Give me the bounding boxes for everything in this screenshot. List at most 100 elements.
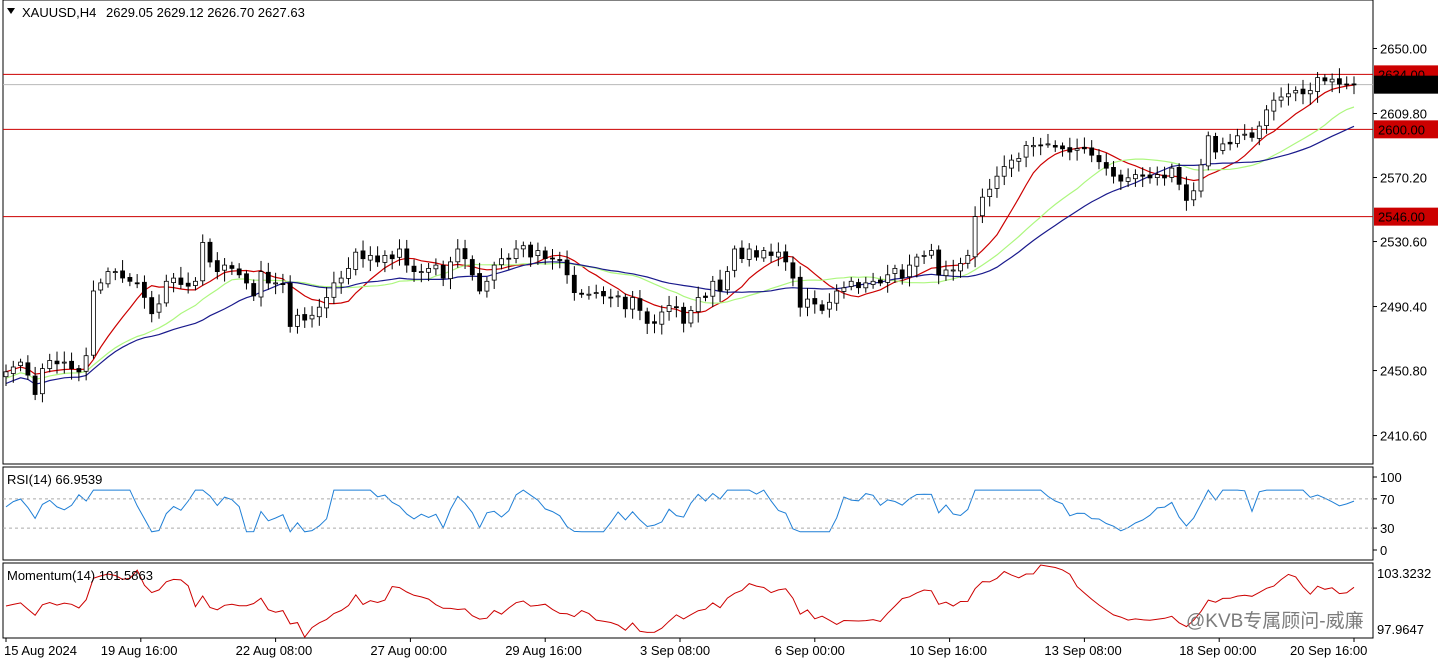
candle-body — [1264, 109, 1269, 127]
main-price-panel[interactable] — [2, 0, 1374, 465]
candle-body — [302, 314, 308, 321]
candle-body — [134, 282, 140, 285]
candle-body — [83, 355, 89, 372]
level-price-tag — [1374, 207, 1438, 226]
candle-body — [32, 375, 38, 395]
candle-body — [462, 248, 468, 260]
candle-body — [579, 292, 584, 295]
time-tick-label: 18 Sep 00:00 — [1179, 643, 1256, 658]
candle-body — [499, 258, 504, 266]
candle-body — [557, 259, 563, 261]
candle-body — [870, 280, 876, 285]
momentum-series-path — [5, 564, 1355, 639]
price-tick-label: 2530.60 — [1380, 235, 1427, 250]
candle-body — [273, 282, 279, 285]
candle-body — [1337, 78, 1342, 85]
candle-body — [367, 254, 373, 261]
rsi-series-path — [5, 489, 1355, 533]
level-price-tag-label: 2627.63 — [1378, 78, 1425, 93]
candle-body — [1307, 90, 1313, 95]
candle-body — [25, 362, 31, 376]
candle-body — [1278, 96, 1284, 101]
candle-body — [192, 280, 198, 286]
candle-body — [506, 257, 512, 260]
candle-body — [1038, 144, 1044, 147]
level-price-tag-label: 2600.00 — [1378, 122, 1425, 137]
candle-body — [520, 245, 526, 250]
candle-body — [703, 295, 708, 298]
time-tick-label: 13 Sep 08:00 — [1044, 643, 1121, 658]
candle-body — [346, 267, 351, 279]
time-tick-label: 15 Aug 2024 — [4, 643, 77, 658]
candle-body — [754, 250, 759, 258]
candle-body — [1089, 147, 1095, 156]
candle-body — [571, 274, 577, 293]
candle-body — [404, 248, 410, 266]
candle-body — [382, 254, 388, 263]
candle-body — [54, 360, 60, 365]
time-tick-label: 10 Sep 16:00 — [910, 643, 987, 658]
candle-body — [236, 268, 242, 276]
candle-body — [149, 297, 155, 315]
candle-body — [1213, 135, 1218, 153]
level-price-tag — [1374, 120, 1438, 139]
candle-body — [644, 311, 650, 324]
candle-body — [885, 274, 891, 283]
candle-body — [615, 295, 621, 298]
candle-body — [120, 270, 125, 279]
candle-body — [528, 244, 533, 258]
candle-body — [863, 282, 869, 289]
candle-body — [907, 264, 912, 278]
candle-body — [1147, 174, 1153, 179]
candle-body — [943, 269, 949, 276]
candle-body — [586, 293, 592, 296]
rsi-panel[interactable] — [2, 466, 1374, 561]
time-tick-label: 20 Sep 16:00 — [1290, 643, 1367, 658]
candle-body — [674, 306, 679, 309]
candle-body — [1344, 83, 1350, 86]
candle-body — [856, 282, 861, 289]
candle-body — [834, 290, 840, 304]
rsi-tick-label: 30 — [1380, 521, 1394, 536]
candle-body — [222, 264, 228, 271]
momentum-panel[interactable] — [2, 562, 1374, 639]
candle-body — [214, 260, 220, 273]
candle-body — [1176, 166, 1182, 185]
candle-body — [892, 267, 898, 274]
candle-body — [455, 248, 461, 263]
candle-body — [776, 251, 781, 258]
candle-body — [666, 305, 672, 313]
candle-body — [1162, 174, 1167, 179]
candle-body — [1016, 157, 1022, 162]
candle-body — [280, 283, 286, 286]
candle-body — [790, 262, 796, 279]
candle-body — [251, 283, 257, 297]
candle-body — [426, 267, 432, 273]
candle-body — [1235, 135, 1240, 144]
price-axis: 2650.00 2609.80 2570.20 2530.60 2490.40 2450.… — [1373, 42, 1427, 444]
candle-body — [105, 271, 111, 285]
rsi-tick-label: 100 — [1380, 470, 1402, 485]
candle-body — [987, 188, 993, 197]
candle-body — [331, 282, 337, 298]
candle-body — [287, 282, 293, 327]
price-tick-label: 2609.80 — [1380, 106, 1427, 121]
candle-body — [950, 269, 956, 272]
candle-body — [980, 196, 985, 217]
candle-body — [185, 282, 191, 287]
collapse-triangle-icon[interactable] — [7, 8, 15, 14]
ohlc-readout: 2629.05 2629.12 2626.70 2627.63 — [106, 5, 305, 20]
candle-body — [1300, 88, 1306, 95]
candle-body — [1009, 159, 1014, 169]
candle-body — [47, 360, 53, 369]
candle-body — [695, 297, 701, 313]
candle-body — [593, 292, 599, 295]
time-tick-label: 3 Sep 08:00 — [640, 643, 710, 658]
candle-body — [163, 280, 169, 304]
candle-body — [69, 360, 74, 369]
price-tick-label: 2650.00 — [1380, 42, 1427, 57]
candle-body — [1111, 166, 1116, 177]
candle-body — [746, 248, 752, 260]
